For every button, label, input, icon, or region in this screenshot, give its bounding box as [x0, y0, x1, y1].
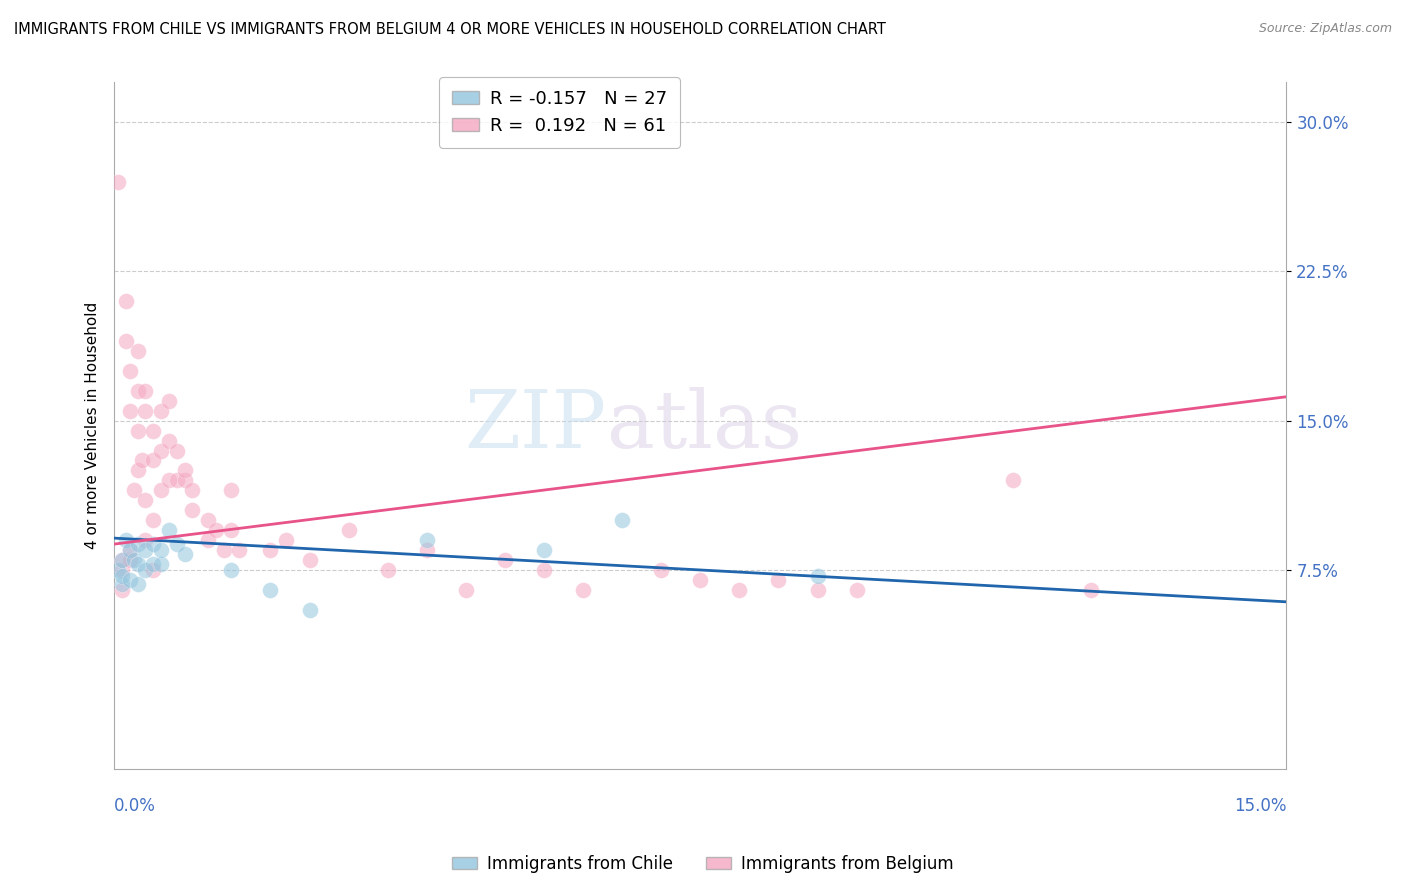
Point: [118, 543, 141, 558]
Point: [111, 553, 134, 567]
Point: [150, 443, 173, 458]
Point: [259, 543, 281, 558]
Point: [173, 474, 195, 488]
Point: [142, 453, 165, 467]
Point: [806, 569, 828, 583]
Point: [142, 513, 165, 527]
Point: [157, 393, 180, 408]
Point: [131, 453, 153, 467]
Point: [118, 573, 141, 587]
Point: [533, 543, 555, 558]
Point: [212, 543, 235, 558]
Point: [142, 563, 165, 577]
Point: [298, 553, 321, 567]
Point: [122, 483, 145, 498]
Point: [134, 384, 156, 398]
Point: [134, 533, 156, 548]
Point: [118, 364, 141, 378]
Point: [127, 463, 149, 477]
Point: [142, 557, 165, 571]
Point: [533, 563, 555, 577]
Point: [181, 483, 204, 498]
Point: [166, 537, 188, 551]
Legend: R = -0.157   N = 27, R =  0.192   N = 61: R = -0.157 N = 27, R = 0.192 N = 61: [440, 78, 681, 148]
Point: [197, 513, 219, 527]
Point: [150, 483, 173, 498]
Point: [134, 403, 156, 417]
Point: [127, 577, 149, 591]
Point: [111, 577, 134, 591]
Point: [276, 533, 298, 548]
Point: [157, 434, 180, 448]
Point: [221, 563, 243, 577]
Point: [845, 582, 868, 597]
Point: [127, 424, 149, 438]
Point: [173, 463, 195, 477]
Point: [115, 294, 138, 309]
Point: [173, 547, 195, 561]
Point: [111, 553, 134, 567]
Point: [118, 403, 141, 417]
Legend: Immigrants from Chile, Immigrants from Belgium: Immigrants from Chile, Immigrants from B…: [446, 848, 960, 880]
Point: [115, 334, 138, 348]
Text: atlas: atlas: [606, 386, 801, 465]
Point: [204, 523, 226, 537]
Point: [416, 543, 439, 558]
Point: [298, 603, 321, 617]
Point: [728, 582, 751, 597]
Point: [454, 582, 477, 597]
Point: [118, 553, 141, 567]
Point: [111, 582, 134, 597]
Text: ZIP: ZIP: [464, 386, 606, 465]
Point: [377, 563, 399, 577]
Point: [259, 582, 281, 597]
Text: IMMIGRANTS FROM CHILE VS IMMIGRANTS FROM BELGIUM 4 OR MORE VEHICLES IN HOUSEHOLD: IMMIGRANTS FROM CHILE VS IMMIGRANTS FROM…: [14, 22, 886, 37]
Point: [572, 582, 595, 597]
Point: [768, 573, 790, 587]
Point: [134, 543, 156, 558]
Point: [134, 493, 156, 508]
Text: Source: ZipAtlas.com: Source: ZipAtlas.com: [1258, 22, 1392, 36]
Point: [181, 503, 204, 517]
Point: [337, 523, 360, 537]
Point: [122, 553, 145, 567]
Point: [107, 175, 129, 189]
Point: [228, 543, 250, 558]
Point: [127, 384, 149, 398]
Point: [142, 424, 165, 438]
Point: [221, 483, 243, 498]
Point: [118, 543, 141, 558]
Point: [107, 563, 129, 577]
Point: [127, 343, 149, 358]
Point: [134, 563, 156, 577]
Point: [166, 474, 188, 488]
Point: [127, 557, 149, 571]
Point: [221, 523, 243, 537]
Point: [689, 573, 711, 587]
Point: [494, 553, 516, 567]
Point: [166, 443, 188, 458]
Point: [111, 563, 134, 577]
Point: [150, 557, 173, 571]
Point: [612, 513, 634, 527]
Y-axis label: 4 or more Vehicles in Household: 4 or more Vehicles in Household: [86, 302, 100, 549]
Text: 0.0%: 0.0%: [114, 797, 156, 814]
Point: [197, 533, 219, 548]
Point: [650, 563, 672, 577]
Point: [157, 523, 180, 537]
Point: [157, 474, 180, 488]
Point: [150, 543, 173, 558]
Point: [1001, 474, 1024, 488]
Point: [150, 403, 173, 417]
Point: [111, 569, 134, 583]
Text: 15.0%: 15.0%: [1234, 797, 1286, 814]
Point: [416, 533, 439, 548]
Point: [142, 537, 165, 551]
Point: [127, 537, 149, 551]
Point: [1080, 582, 1102, 597]
Point: [806, 582, 828, 597]
Point: [115, 533, 138, 548]
